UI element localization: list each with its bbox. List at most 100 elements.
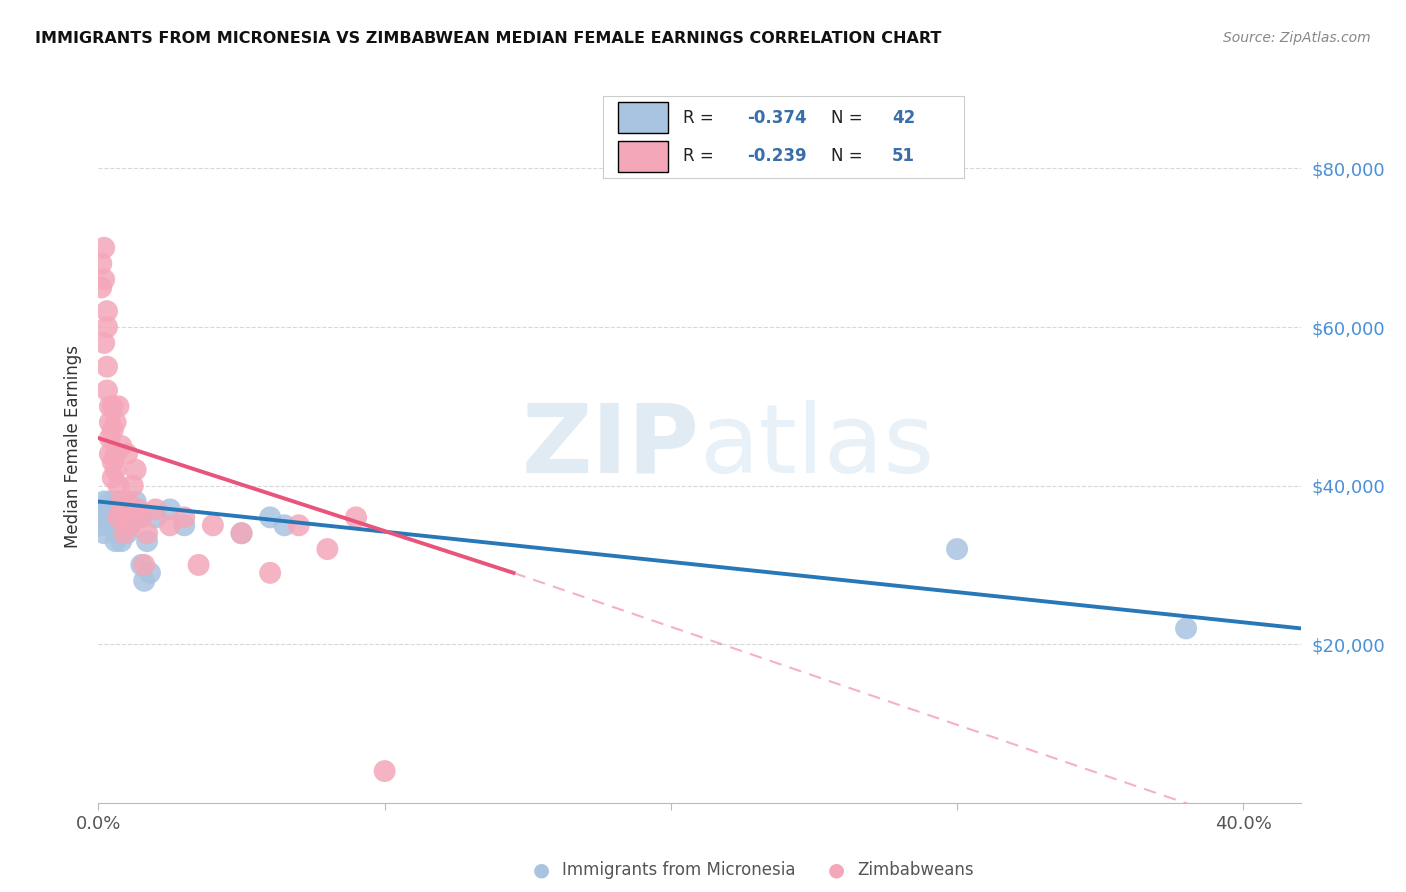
Point xyxy=(104,463,127,477)
Y-axis label: Median Female Earnings: Median Female Earnings xyxy=(65,344,83,548)
Point xyxy=(101,502,124,516)
Point xyxy=(90,280,112,294)
Point xyxy=(110,439,132,453)
Text: ●: ● xyxy=(533,860,550,880)
Point xyxy=(115,510,138,524)
Point xyxy=(110,518,132,533)
Point xyxy=(134,558,156,572)
Point xyxy=(136,534,159,549)
Point xyxy=(131,558,153,572)
Point xyxy=(98,518,121,533)
Point xyxy=(134,574,156,588)
Point xyxy=(145,510,167,524)
Point xyxy=(98,431,121,445)
Point xyxy=(96,384,118,398)
Point xyxy=(98,518,121,533)
Point xyxy=(104,518,127,533)
Point xyxy=(112,510,135,524)
Point xyxy=(107,526,129,541)
Text: Immigrants from Micronesia: Immigrants from Micronesia xyxy=(562,861,796,879)
Point xyxy=(107,510,129,524)
Point xyxy=(118,502,141,516)
Point xyxy=(112,510,135,524)
Point xyxy=(288,518,311,533)
Text: Zimbabweans: Zimbabweans xyxy=(858,861,974,879)
Point xyxy=(121,478,143,492)
Point xyxy=(93,272,115,286)
Point xyxy=(128,510,150,524)
Point xyxy=(107,400,129,414)
Point xyxy=(107,494,129,508)
Point xyxy=(946,542,969,557)
Point xyxy=(187,558,209,572)
Point xyxy=(107,510,129,524)
Point xyxy=(374,764,396,778)
Point xyxy=(110,534,132,549)
Point xyxy=(115,494,138,508)
Point xyxy=(93,494,115,508)
Point xyxy=(124,502,146,516)
Point xyxy=(93,335,115,350)
Point xyxy=(231,526,253,541)
Point xyxy=(136,526,159,541)
Point xyxy=(173,510,195,524)
Point xyxy=(96,320,118,334)
Point xyxy=(124,494,146,508)
Point xyxy=(121,510,143,524)
Point xyxy=(259,566,281,580)
Point xyxy=(104,534,127,549)
Point xyxy=(316,542,339,557)
Point xyxy=(1175,621,1198,635)
Point xyxy=(104,447,127,461)
Point xyxy=(344,510,367,524)
Point xyxy=(101,471,124,485)
Text: IMMIGRANTS FROM MICRONESIA VS ZIMBABWEAN MEDIAN FEMALE EARNINGS CORRELATION CHAR: IMMIGRANTS FROM MICRONESIA VS ZIMBABWEAN… xyxy=(35,31,942,46)
Point xyxy=(124,463,146,477)
Point xyxy=(145,502,167,516)
Point xyxy=(98,400,121,414)
Point xyxy=(96,304,118,318)
Text: ZIP: ZIP xyxy=(522,400,700,492)
Point xyxy=(98,415,121,429)
Point xyxy=(96,502,118,516)
Point xyxy=(101,518,124,533)
Point xyxy=(118,502,141,516)
Point xyxy=(101,455,124,469)
Point xyxy=(90,518,112,533)
Point xyxy=(131,510,153,524)
Point xyxy=(139,566,162,580)
Point xyxy=(104,415,127,429)
Point xyxy=(96,359,118,374)
Point xyxy=(201,518,224,533)
Point xyxy=(104,494,127,508)
Text: atlas: atlas xyxy=(700,400,935,492)
Point xyxy=(159,518,181,533)
Point xyxy=(93,241,115,255)
Point xyxy=(96,510,118,524)
Point xyxy=(112,518,135,533)
Point xyxy=(101,423,124,437)
Point xyxy=(110,502,132,516)
Point xyxy=(118,518,141,533)
Point xyxy=(231,526,253,541)
Point xyxy=(110,502,132,516)
Point xyxy=(107,478,129,492)
Point xyxy=(118,518,141,533)
Point xyxy=(115,447,138,461)
Point xyxy=(112,526,135,541)
Point xyxy=(101,510,124,524)
Point xyxy=(115,494,138,508)
Point xyxy=(115,502,138,516)
Point xyxy=(159,502,181,516)
Point xyxy=(101,400,124,414)
Point xyxy=(93,526,115,541)
Point xyxy=(259,510,281,524)
Text: ●: ● xyxy=(828,860,845,880)
Point xyxy=(173,518,195,533)
Point xyxy=(98,494,121,508)
Point xyxy=(98,447,121,461)
Point xyxy=(110,494,132,508)
Point xyxy=(128,502,150,516)
Point xyxy=(90,257,112,271)
Point xyxy=(115,526,138,541)
